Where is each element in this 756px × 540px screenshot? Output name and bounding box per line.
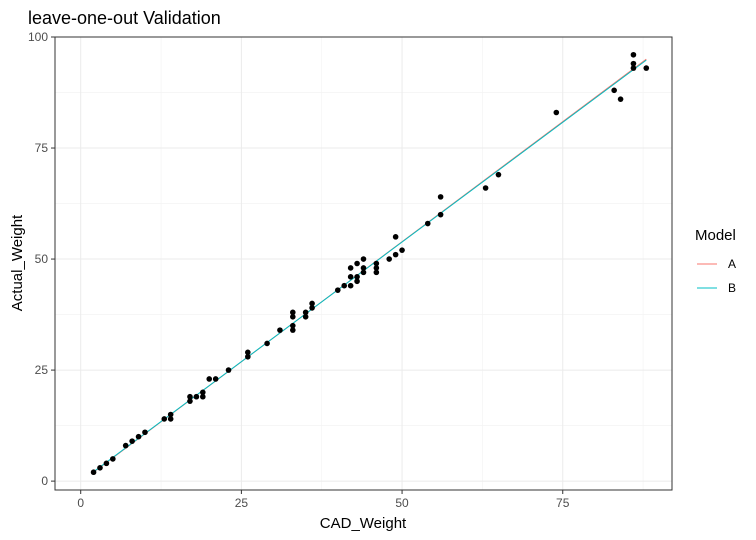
data-point bbox=[212, 376, 219, 382]
data-point bbox=[399, 247, 405, 253]
data-point bbox=[341, 282, 348, 289]
data-point bbox=[290, 313, 296, 320]
y-tick-label: 50 bbox=[35, 252, 49, 266]
data-point bbox=[347, 274, 354, 280]
data-point bbox=[553, 109, 560, 116]
data-point bbox=[225, 367, 232, 373]
data-point bbox=[135, 433, 142, 440]
x-tick-label: 25 bbox=[235, 496, 249, 510]
data-point bbox=[309, 305, 315, 311]
data-point bbox=[245, 349, 251, 356]
data-point bbox=[290, 327, 296, 333]
data-point bbox=[482, 185, 489, 191]
data-point bbox=[290, 309, 296, 316]
plot-border bbox=[54, 36, 673, 491]
data-point bbox=[360, 269, 367, 276]
data-point bbox=[245, 353, 251, 360]
y-tick-label: 75 bbox=[35, 141, 49, 155]
data-point bbox=[187, 398, 193, 404]
data-point bbox=[167, 416, 174, 422]
x-axis-ticks: 0 25 50 75 bbox=[77, 490, 570, 510]
model-lines bbox=[93, 58, 647, 473]
data-point bbox=[437, 194, 444, 200]
data-point bbox=[309, 300, 315, 307]
data-point bbox=[167, 411, 174, 418]
data-point bbox=[290, 322, 296, 329]
x-axis-title: CAD_Weight bbox=[320, 515, 407, 532]
data-point bbox=[161, 416, 168, 422]
data-point bbox=[495, 171, 502, 178]
data-point bbox=[90, 469, 97, 476]
data-point bbox=[386, 256, 393, 262]
data-point bbox=[206, 376, 213, 382]
data-point bbox=[200, 393, 206, 400]
data-point bbox=[193, 393, 200, 400]
data-point bbox=[354, 274, 360, 280]
data-point bbox=[277, 327, 283, 333]
y-tick-label: 25 bbox=[35, 363, 49, 377]
data-point bbox=[354, 260, 360, 267]
data-point bbox=[334, 287, 341, 293]
legend-title: Model bbox=[695, 227, 736, 244]
data-point bbox=[630, 60, 637, 67]
data-point bbox=[360, 265, 367, 271]
data-point bbox=[424, 220, 431, 227]
y-axis-ticks: 0 25 50 75 100 bbox=[28, 30, 55, 488]
data-point bbox=[302, 313, 309, 320]
data-point bbox=[373, 260, 380, 267]
data-point bbox=[347, 282, 354, 289]
legend-label-a: A bbox=[728, 257, 736, 271]
data-point bbox=[617, 96, 624, 102]
data-point bbox=[129, 438, 135, 444]
data-point bbox=[142, 429, 148, 436]
data-point bbox=[200, 389, 206, 396]
data-points bbox=[90, 51, 650, 476]
data-point bbox=[347, 265, 354, 271]
data-point bbox=[302, 309, 309, 316]
x-tick-label: 0 bbox=[77, 496, 84, 510]
chart-title: leave-one-out Validation bbox=[28, 8, 221, 28]
data-point bbox=[122, 442, 129, 449]
data-point bbox=[611, 87, 617, 94]
data-point bbox=[392, 234, 399, 240]
data-point bbox=[97, 464, 103, 471]
data-point bbox=[373, 265, 380, 271]
data-point bbox=[354, 278, 360, 285]
data-point bbox=[630, 51, 637, 58]
data-point bbox=[437, 211, 444, 218]
legend-label-b: B bbox=[728, 281, 736, 295]
data-point bbox=[360, 256, 367, 262]
plot-panel bbox=[55, 37, 672, 490]
data-point bbox=[264, 340, 270, 347]
y-tick-label: 100 bbox=[28, 30, 48, 44]
legend: Model AB bbox=[695, 227, 736, 295]
y-tick-label: 0 bbox=[41, 474, 48, 488]
data-point bbox=[103, 460, 110, 467]
data-point bbox=[630, 65, 637, 71]
x-tick-label: 75 bbox=[556, 496, 570, 510]
data-point bbox=[373, 269, 380, 276]
series-line-b bbox=[93, 59, 647, 473]
data-point bbox=[187, 393, 193, 400]
y-axis-title: Actual_Weight bbox=[9, 214, 26, 311]
data-point bbox=[392, 251, 399, 258]
x-tick-label: 50 bbox=[395, 496, 409, 510]
data-point bbox=[110, 456, 116, 462]
data-point bbox=[643, 65, 650, 71]
